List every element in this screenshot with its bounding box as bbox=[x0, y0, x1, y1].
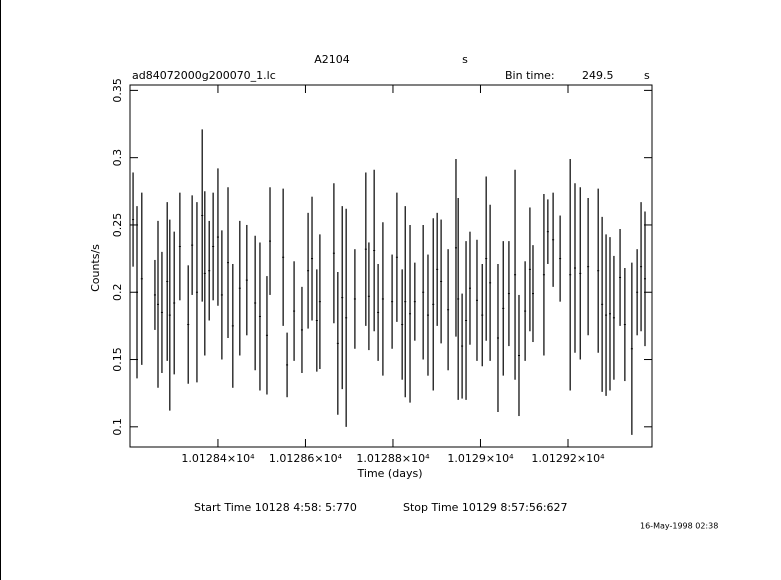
y-tick-label: 0.15 bbox=[111, 347, 124, 372]
x-tick-label: 1.0129×10⁴ bbox=[447, 452, 514, 465]
title-unit: s bbox=[462, 53, 468, 66]
bin-time: 249.5 bbox=[582, 69, 614, 82]
bin-time-label: Bin time: bbox=[505, 69, 555, 82]
x-tick-label: 1.01284×10⁴ bbox=[181, 452, 255, 465]
start-time: Start Time 10128 4:58: 5:770 bbox=[194, 501, 357, 514]
x-tick-label: 1.01288×10⁴ bbox=[356, 452, 430, 465]
file-name: ad84072000g200070_1.lc bbox=[132, 69, 276, 82]
x-axis-label: Time (days) bbox=[357, 467, 423, 480]
x-tick-label: 1.01286×10⁴ bbox=[269, 452, 343, 465]
y-tick-label: 0.35 bbox=[111, 78, 124, 103]
y-tick-label: 0.3 bbox=[111, 149, 124, 167]
x-tick-label: 1.01292×10⁴ bbox=[531, 452, 605, 465]
y-tick-label: 0.25 bbox=[111, 213, 124, 238]
stop-time: Stop Time 10129 8:57:56:627 bbox=[403, 501, 568, 514]
y-tick-label: 0.1 bbox=[111, 418, 124, 436]
y-axis-label: Counts/s bbox=[89, 244, 102, 292]
chart-title: A2104 bbox=[314, 53, 350, 66]
plot-frame bbox=[129, 84, 653, 448]
date-stamp: 16-May-1998 02:38 bbox=[640, 522, 718, 531]
y-tick-label: 0.2 bbox=[111, 283, 124, 301]
bin-time-unit: s bbox=[644, 69, 650, 82]
